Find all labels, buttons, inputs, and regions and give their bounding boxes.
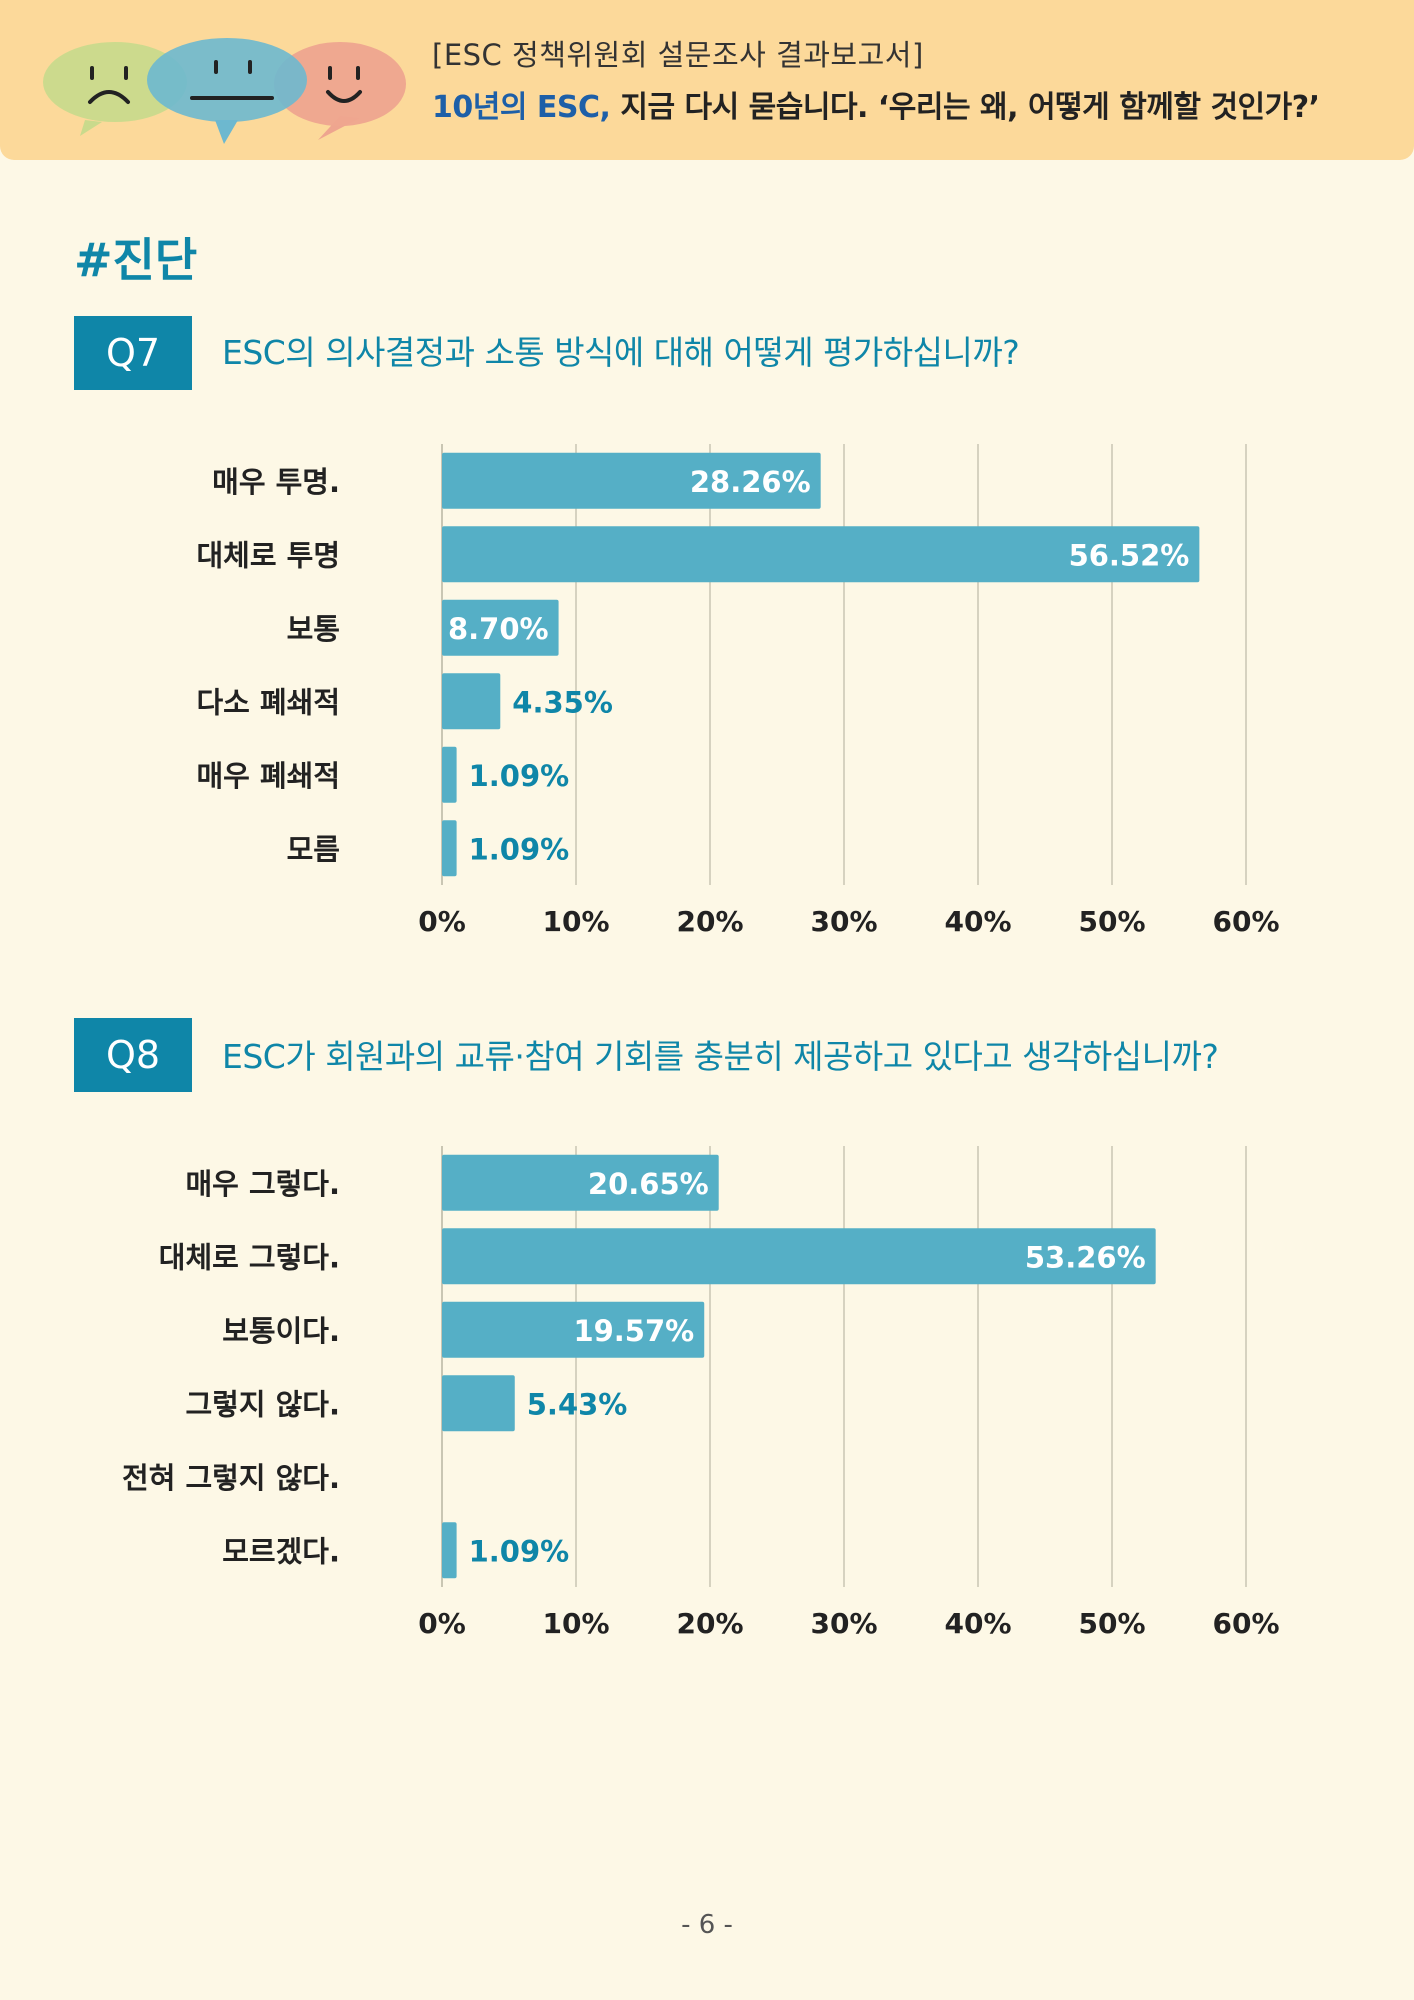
x-tick-label: 0%	[418, 905, 466, 938]
y-category-label: 매우 폐쇄적	[197, 759, 341, 793]
data-label: 28.26%	[690, 465, 811, 499]
bar	[442, 1375, 515, 1432]
bar	[442, 746, 457, 803]
report-header: [ESC 정책위원회 설문조사 결과보고서] 10년의 ESC, 지금 다시 묻…	[0, 0, 1414, 160]
section-title: #진단	[74, 233, 198, 287]
bar	[442, 452, 821, 509]
q7-question: ESC의 의사결정과 소통 방식에 대해 어떻게 평가하십니까?	[222, 333, 1020, 372]
q8-bar-chart: 0% 10% 20% 30% 40% 50% 60% 매우 그렇다. 20.65% 대체로 그렇다…	[122, 1146, 1280, 1640]
y-category-label: 보통이다.	[222, 1314, 340, 1348]
data-label: 56.52%	[1069, 538, 1190, 572]
bar	[442, 599, 559, 656]
x-tick-label: 40%	[944, 905, 1011, 938]
data-label: 1.09%	[469, 1534, 570, 1568]
y-category-label: 그렇지 않다.	[185, 1387, 340, 1421]
x-tick-label: 60%	[1212, 1607, 1279, 1640]
x-tick-label: 50%	[1078, 905, 1145, 938]
data-label: 20.65%	[588, 1167, 709, 1201]
bar	[442, 673, 501, 730]
y-category-label: 모름	[287, 832, 340, 866]
data-label: 53.26%	[1025, 1240, 1146, 1274]
y-category-label: 보통	[287, 612, 340, 646]
speech-bubbles-icon	[43, 38, 406, 144]
x-tick-label: 30%	[810, 905, 877, 938]
x-tick-label: 50%	[1078, 1607, 1145, 1640]
bar	[442, 1301, 705, 1358]
x-tick-label: 60%	[1212, 905, 1279, 938]
y-category-label: 전혀 그렇지 않다.	[122, 1461, 340, 1495]
x-tick-label: 10%	[542, 1607, 609, 1640]
report-title-highlight: 10년의 ESC,	[432, 90, 611, 125]
report-subtitle: [ESC 정책위원회 설문조사 결과보고서]	[432, 38, 924, 72]
x-tick-label: 20%	[676, 905, 743, 938]
data-label: 4.35%	[512, 685, 613, 719]
bar	[442, 1228, 1156, 1285]
page-number: - 6 -	[681, 1910, 733, 1940]
data-label: 19.57%	[573, 1314, 694, 1348]
data-label: 1.09%	[469, 832, 570, 866]
report-title: 10년의 ESC, 지금 다시 묻습니다. ‘우리는 왜, 어떻게 함께할 것인…	[432, 82, 1320, 126]
x-tick-label: 0%	[418, 1607, 466, 1640]
y-category-label: 매우 투명.	[212, 465, 340, 499]
data-label: 1.09%	[469, 759, 570, 793]
neutral-face-icon	[147, 38, 307, 144]
x-tick-label: 40%	[944, 1607, 1011, 1640]
q7-bar-chart: 0% 10% 20% 30% 40% 50% 60% 매우 투명. 28.26% 대체로 투명 56…	[197, 444, 1280, 938]
x-tick-label: 30%	[810, 1607, 877, 1640]
bar	[442, 1154, 719, 1211]
x-tick-label: 20%	[676, 1607, 743, 1640]
sad-face-icon	[43, 42, 187, 136]
happy-face-icon	[274, 42, 406, 140]
y-category-label: 모르겠다.	[222, 1534, 340, 1568]
q8-question: ESC가 회원과의 교류·참여 기회를 충분히 제공하고 있다고 생각하십니까?	[222, 1037, 1219, 1076]
data-label: 8.70%	[448, 612, 549, 646]
bar	[442, 1522, 457, 1579]
q8-badge: Q8	[74, 1018, 192, 1092]
data-label: 5.43%	[527, 1387, 628, 1421]
bar	[442, 526, 1200, 583]
x-tick-label: 10%	[542, 905, 609, 938]
q7-badge: Q7	[74, 316, 192, 390]
bar	[442, 820, 457, 877]
y-category-label: 대체로 그렇다.	[159, 1240, 340, 1274]
y-category-label: 매우 그렇다.	[185, 1167, 340, 1201]
report-title-rest: 지금 다시 묻습니다. ‘우리는 왜, 어떻게 함께할 것인가?’	[610, 90, 1320, 125]
y-category-label: 다소 폐쇄적	[197, 685, 341, 719]
y-category-label: 대체로 투명	[197, 538, 341, 572]
